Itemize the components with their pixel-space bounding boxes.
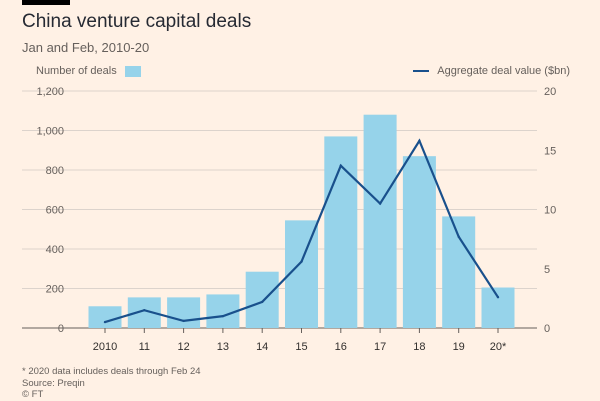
- line-point: [221, 314, 225, 318]
- bar: [245, 271, 279, 328]
- bar: [167, 297, 201, 328]
- x-tick-label: 17: [374, 341, 386, 353]
- bar: [481, 287, 515, 328]
- chart-title: China venture capital deals: [22, 11, 252, 32]
- bar: [442, 216, 476, 328]
- x-tick-label: 20*: [490, 341, 507, 353]
- legend-bars-swatch: [124, 65, 141, 77]
- line-point: [378, 202, 382, 205]
- y-left-tick-label: 400: [46, 244, 64, 256]
- y-left-tick-label: 600: [46, 205, 64, 217]
- line-point: [418, 139, 421, 142]
- x-tick-label: 16: [335, 341, 347, 353]
- y-left-tick-label: 800: [46, 165, 64, 177]
- legend-line-label: Aggregate deal value ($bn): [437, 65, 570, 77]
- y-left-tick-label: 200: [46, 284, 64, 296]
- bar: [402, 156, 436, 328]
- line-point: [457, 235, 460, 238]
- top-rule: [22, 0, 70, 5]
- line-point: [300, 260, 303, 263]
- legend-bars: Number of deals: [36, 65, 141, 77]
- line-point: [496, 295, 500, 299]
- x-tick-label: 12: [177, 341, 189, 353]
- x-tick-label: 11: [139, 341, 150, 353]
- chart-subtitle: Jan and Feb, 2010-20: [22, 40, 150, 55]
- line-point: [261, 300, 264, 304]
- footnote: * 2020 data includes deals through Feb 2…: [22, 366, 201, 377]
- bar: [88, 306, 122, 328]
- ft-credit: © FT: [22, 389, 44, 400]
- y-left-tick-label: 1,200: [36, 86, 64, 98]
- x-tick-label: 18: [413, 341, 425, 353]
- legend-bars-label: Number of deals: [36, 65, 117, 77]
- x-tick-label: 14: [256, 341, 268, 353]
- line-point: [339, 164, 342, 167]
- y-left-tick-label: 0: [58, 323, 64, 335]
- y-right-tick-label: 10: [544, 205, 556, 217]
- x-tick-label: 15: [295, 341, 307, 353]
- x-tick-label: 19: [453, 341, 465, 353]
- legend-line: Aggregate deal value ($bn): [413, 65, 570, 77]
- x-tick-label: 13: [217, 341, 229, 353]
- y-right-tick-label: 0: [544, 323, 550, 335]
- chart-footer: * 2020 data includes deals through Feb 2…: [22, 366, 201, 401]
- line-point: [182, 319, 185, 323]
- y-right-tick-label: 20: [544, 86, 556, 98]
- bar: [363, 114, 397, 328]
- y-left-tick-label: 1,000: [36, 126, 64, 138]
- legend-line-swatch: [413, 70, 430, 72]
- x-tick-label: 2010: [93, 341, 117, 353]
- y-right-tick-label: 15: [544, 145, 556, 157]
- line-point: [143, 309, 146, 312]
- line-point: [103, 320, 107, 324]
- y-right-tick-label: 5: [544, 264, 550, 276]
- source-note: Source: Preqin: [22, 377, 85, 389]
